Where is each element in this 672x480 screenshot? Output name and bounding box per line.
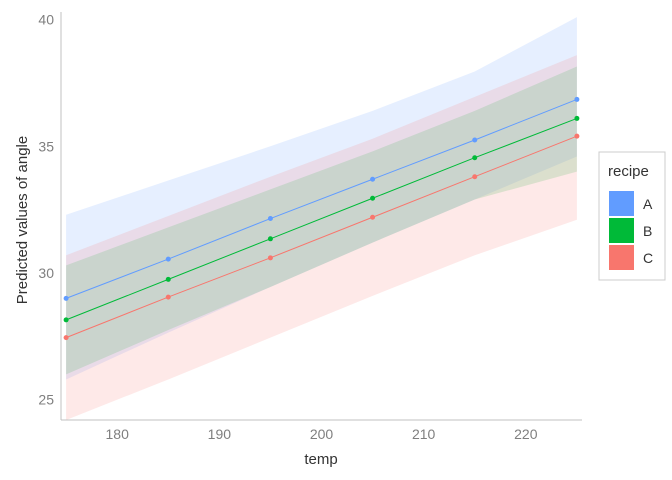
data-point-a bbox=[472, 137, 478, 143]
x-tick-label: 220 bbox=[514, 426, 538, 442]
data-point-a bbox=[574, 96, 580, 102]
data-point-c bbox=[267, 255, 273, 261]
y-tick-label: 25 bbox=[38, 392, 54, 408]
legend-label-b: B bbox=[643, 223, 652, 239]
data-point-c bbox=[165, 294, 171, 300]
legend: recipe ABC bbox=[598, 151, 666, 281]
y-tick-label: 35 bbox=[38, 138, 54, 154]
axes: 180 190 200 210 220 25 30 35 40 bbox=[38, 12, 582, 442]
legend-title: recipe bbox=[608, 163, 649, 180]
data-point-a bbox=[267, 216, 273, 222]
data-point-b bbox=[165, 276, 171, 282]
series-line-a bbox=[65, 98, 578, 299]
confidence-band-b bbox=[66, 66, 577, 375]
legend-label-c: C bbox=[643, 250, 653, 266]
series-lines bbox=[65, 98, 578, 339]
y-axis-title: Predicted values of angle bbox=[14, 136, 31, 304]
series-line-b bbox=[65, 117, 578, 321]
data-point-c bbox=[472, 174, 478, 180]
x-tick-label: 210 bbox=[412, 426, 436, 442]
legend-swatch-b bbox=[609, 218, 634, 243]
legend-swatch-c bbox=[609, 245, 634, 270]
series-line-c bbox=[65, 135, 578, 339]
data-point-b bbox=[472, 155, 478, 161]
confidence-band-a bbox=[66, 17, 577, 380]
x-tick-label: 190 bbox=[208, 426, 232, 442]
x-tick-label: 200 bbox=[310, 426, 334, 442]
data-point-c bbox=[574, 133, 580, 139]
x-axis-title: temp bbox=[304, 451, 337, 468]
legend-swatch-a bbox=[609, 191, 634, 216]
data-point-c bbox=[63, 335, 69, 341]
data-point-b bbox=[370, 195, 376, 201]
y-tick-label: 40 bbox=[38, 12, 54, 28]
data-point-b bbox=[574, 115, 580, 121]
data-point-a bbox=[370, 176, 376, 182]
x-tick-label: 180 bbox=[106, 426, 130, 442]
data-point-b bbox=[267, 236, 273, 242]
legend-label-a: A bbox=[643, 196, 653, 212]
data-point-a bbox=[165, 256, 171, 262]
data-point-c bbox=[370, 214, 376, 220]
y-tick-label: 30 bbox=[38, 265, 54, 281]
series-points bbox=[63, 96, 580, 341]
data-point-a bbox=[63, 295, 69, 301]
data-point-b bbox=[63, 317, 69, 323]
